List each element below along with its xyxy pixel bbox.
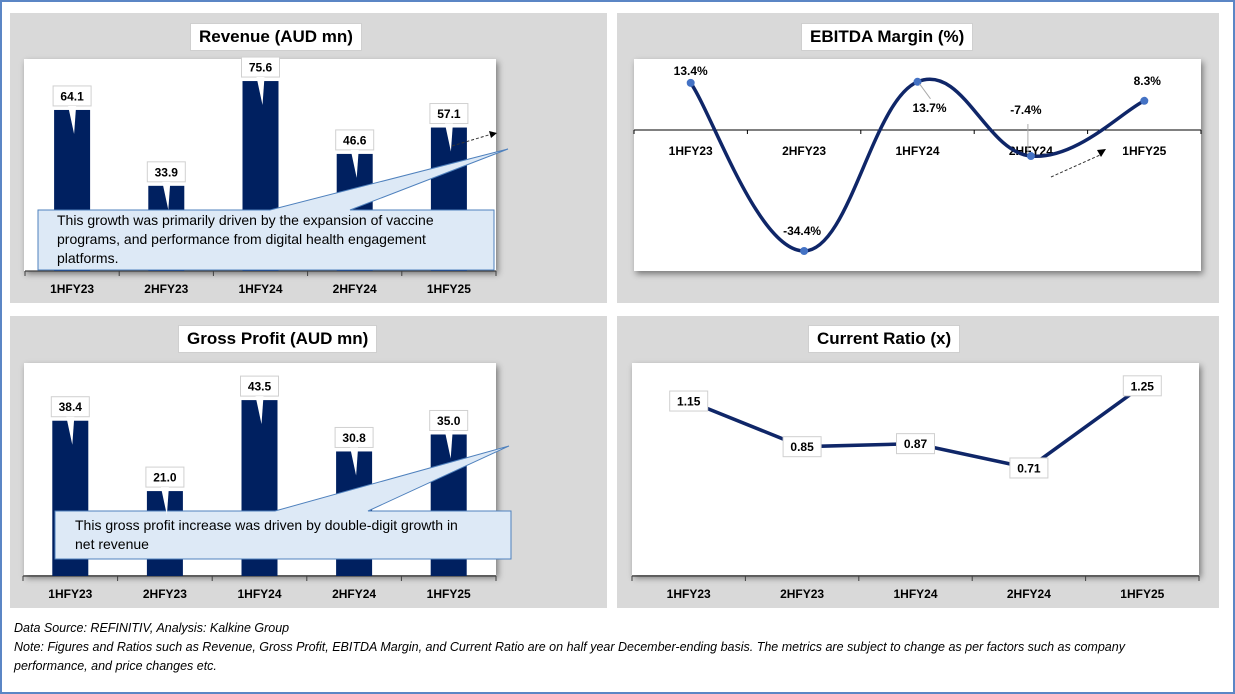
ebitda-point xyxy=(800,247,809,255)
current-ratio-x-label: 1HFY25 xyxy=(1120,587,1164,601)
gross-profit-x-label: 2HFY23 xyxy=(143,587,187,601)
current-ratio-value-label: 1.25 xyxy=(1122,375,1162,397)
current-ratio-value-label: 0.71 xyxy=(1009,457,1049,479)
gross-profit-callout-box xyxy=(54,445,512,560)
gross-profit-chart: 1HFY23 2HFY23 1HFY24 2HFY24 1HFY25 38.4 21.0 43… xyxy=(22,375,512,601)
current-ratio-x-label: 2HFY24 xyxy=(1007,587,1051,601)
revenue-x-label: 1HFY23 xyxy=(50,282,94,296)
revenue-value-label: 75.6 xyxy=(241,56,280,106)
current-ratio-value-label: 1.15 xyxy=(669,390,709,412)
svg-text:0.87: 0.87 xyxy=(904,437,928,451)
revenue-arrowhead-icon xyxy=(489,131,497,138)
revenue-x-label: 1HFY24 xyxy=(238,282,282,296)
gross-profit-callout-line: This gross profit increase was driven by… xyxy=(75,517,458,533)
svg-text:57.1: 57.1 xyxy=(437,107,461,121)
current-ratio-chart: 1HFY23 2HFY23 1HFY24 2HFY24 1HFY25 1.15 0.85 0.… xyxy=(631,375,1200,601)
ebitda-x-label: 1HFY25 xyxy=(1122,144,1166,158)
revenue-callout-box xyxy=(37,148,509,271)
svg-text:0.85: 0.85 xyxy=(790,440,814,454)
revenue-callout-line: programs, and performance from digital h… xyxy=(57,231,426,247)
data-source-note: Data Source: REFINITIV, Analysis: Kalkin… xyxy=(14,621,290,635)
svg-text:46.6: 46.6 xyxy=(343,133,367,147)
svg-text:0.71: 0.71 xyxy=(1017,461,1041,475)
revenue-x-label: 2HFY23 xyxy=(144,282,188,296)
svg-text:21.0: 21.0 xyxy=(153,471,177,485)
ebitda-value-label: 8.3% xyxy=(1134,74,1162,88)
ebitda-plot-area xyxy=(634,59,1201,271)
revenue-x-label: 2HFY24 xyxy=(333,282,377,296)
gross-profit-x-label: 1HFY25 xyxy=(427,587,471,601)
gross-profit-value-label: 35.0 xyxy=(429,409,469,459)
ebitda-leader-line xyxy=(919,83,931,100)
ebitda-arrowhead-icon xyxy=(1097,149,1106,157)
revenue-callout-text: This growth was primarily driven by the … xyxy=(57,211,434,268)
revenue-chart: 1HFY23 2HFY23 1HFY24 2HFY24 1HFY25 64.1 33.9 75… xyxy=(24,56,509,296)
revenue-value-label: 64.1 xyxy=(52,85,92,134)
ebitda-point xyxy=(1140,96,1149,105)
gross-profit-value-label: 43.5 xyxy=(240,375,279,425)
current-ratio-plot-area xyxy=(632,363,1199,575)
revenue-value-label: 33.9 xyxy=(146,161,186,210)
footnote-line-1: Note: Figures and Ratios such as Revenue… xyxy=(14,640,1125,654)
svg-text:1.25: 1.25 xyxy=(1131,379,1155,393)
current-ratio-x-label: 1HFY23 xyxy=(667,587,711,601)
svg-text:64.1: 64.1 xyxy=(60,89,84,103)
ebitda-point xyxy=(686,78,695,87)
revenue-x-label: 1HFY25 xyxy=(427,282,471,296)
gross-profit-callout-text: This gross profit increase was driven by… xyxy=(75,516,458,554)
current-ratio-value-label: 0.87 xyxy=(896,433,935,455)
gross-profit-x-label: 1HFY23 xyxy=(48,587,92,601)
svg-text:30.8: 30.8 xyxy=(342,431,366,445)
ebitda-value-label: 13.4% xyxy=(674,64,708,78)
ebitda-chart: 1HFY23 2HFY23 1HFY24 2HFY24 1HFY2513.4%-34.4… xyxy=(633,64,1202,255)
ebitda-value-label: -7.4% xyxy=(1010,103,1042,117)
current-ratio-chart-title: Current Ratio (x) xyxy=(808,325,961,353)
revenue-callout-line: platforms. xyxy=(57,250,119,266)
revenue-callout-line: This growth was primarily driven by the … xyxy=(57,212,434,228)
revenue-chart-title: Revenue (AUD mn) xyxy=(190,23,362,51)
svg-text:1.15: 1.15 xyxy=(677,395,701,409)
ebitda-trend-arrow xyxy=(1050,154,1101,178)
gross-profit-value-label: 30.8 xyxy=(334,426,374,476)
ebitda-x-label: 1HFY23 xyxy=(669,144,713,158)
gross-profit-value-label: 38.4 xyxy=(50,396,90,445)
ebitda-x-label: 2HFY23 xyxy=(782,144,826,158)
ebitda-x-label: 1HFY24 xyxy=(895,144,939,158)
revenue-value-label: 46.6 xyxy=(335,129,375,178)
ebitda-value-label: -34.4% xyxy=(783,224,821,238)
revenue-value-label: 57.1 xyxy=(429,103,469,152)
svg-text:33.9: 33.9 xyxy=(155,165,179,179)
ebitda-chart-title: EBITDA Margin (%) xyxy=(801,23,974,51)
current-ratio-series-line xyxy=(688,384,1144,470)
current-ratio-x-label: 2HFY23 xyxy=(780,587,824,601)
svg-text:75.6: 75.6 xyxy=(249,61,273,75)
gross-profit-value-label: 21.0 xyxy=(145,466,185,516)
svg-text:43.5: 43.5 xyxy=(248,380,272,394)
gross-profit-callout-line: net revenue xyxy=(75,536,149,552)
ebitda-value-label: 13.7% xyxy=(912,101,946,115)
ebitda-series-line xyxy=(689,77,1146,253)
gross-profit-x-label: 2HFY24 xyxy=(332,587,376,601)
ebitda-point xyxy=(1026,152,1035,161)
gross-profit-x-label: 1HFY24 xyxy=(237,587,281,601)
current-ratio-value-label: 0.85 xyxy=(782,436,822,458)
svg-text:35.0: 35.0 xyxy=(437,414,461,428)
current-ratio-x-label: 1HFY24 xyxy=(893,587,937,601)
svg-text:38.4: 38.4 xyxy=(59,400,83,414)
footnote-line-2: performance, and price changes etc. xyxy=(14,659,217,673)
gross-profit-chart-title: Gross Profit (AUD mn) xyxy=(178,325,378,353)
revenue-trend-arrow xyxy=(451,133,493,147)
